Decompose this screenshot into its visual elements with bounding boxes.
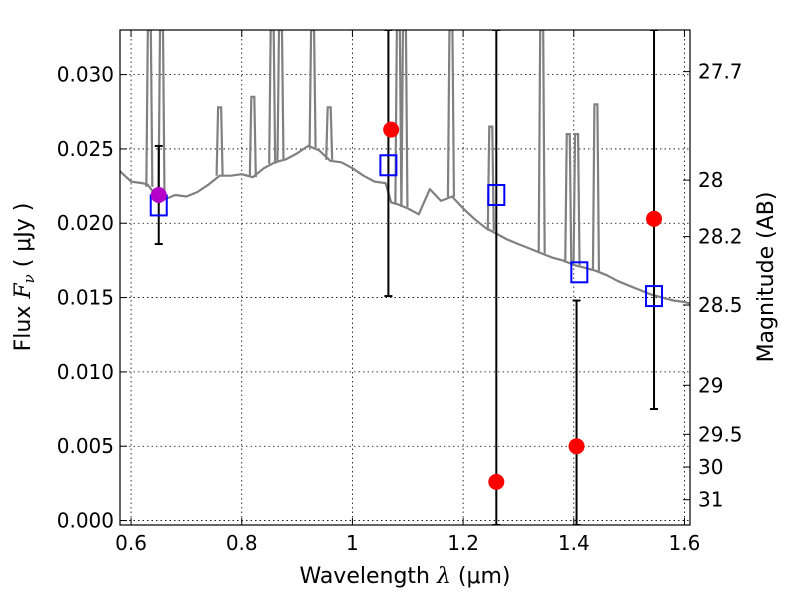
y-axis-label: Flux Fν ( μJy ) (11, 203, 38, 352)
axis-ticks: 0.6 0.8 1 1.2 1.4 1.6 0.000 0.005 0.010 0.015 0.02… (57, 30, 743, 555)
observed-flux-point (383, 121, 400, 138)
y-tick-label: 0.015 (57, 286, 114, 310)
y-tick-label: 0.025 (57, 137, 114, 161)
emission-line-spike (572, 132, 581, 266)
emission-line-spike (446, 30, 456, 197)
emission-line-spike (564, 132, 573, 263)
x-axis-label-unit: (μm) (451, 564, 511, 589)
emission-line-spike (215, 106, 224, 176)
model-spectrum (120, 30, 690, 305)
y-tick-label: 0.010 (57, 360, 114, 384)
emission-line-spike (276, 30, 285, 161)
y-tick-label: 0.000 (57, 509, 114, 533)
emission-line-spike (325, 106, 334, 160)
x-tick-label: 0.6 (115, 531, 147, 555)
mag-tick-label: 29 (698, 373, 723, 397)
mag-tick-label: 29.5 (698, 422, 743, 446)
x-tick-label: 1.4 (558, 531, 590, 555)
mag-tick-label: 28.2 (698, 225, 743, 249)
emission-line-spike (537, 30, 546, 254)
emission-line-spike (591, 103, 601, 271)
emission-line-spike (145, 30, 154, 187)
emission-line-spike (308, 30, 317, 148)
y-tick-label: 0.030 (57, 63, 114, 87)
mag-tick-label: 28.5 (698, 293, 743, 317)
x-axis-label-prefix: Wavelength (299, 564, 437, 589)
grid-lines (120, 30, 690, 525)
x-axis-label: Wavelength λ (μm) (299, 564, 510, 589)
emission-line-spike (248, 95, 257, 178)
model-flux-square (570, 261, 589, 284)
x-tick-label: 1.2 (447, 531, 479, 555)
observed-flux-point (568, 438, 585, 455)
y-axis-label-subscript: ν (20, 274, 38, 283)
y-axis-label-symbol: F (11, 283, 36, 300)
x-tick-label: 1.6 (669, 531, 701, 555)
emission-line-spike (394, 30, 403, 205)
emission-line-spike (486, 125, 495, 231)
mag-tick-label: 27.7 (698, 60, 743, 84)
mag-tick-label: 31 (698, 488, 723, 512)
model-flux-square (645, 285, 664, 308)
spectrum-line (120, 144, 690, 305)
y-axis-label-prefix: Flux (11, 299, 36, 352)
y-tick-label: 0.005 (57, 434, 114, 458)
emission-line-spike (400, 30, 409, 208)
mag-tick-label: 30 (698, 455, 723, 479)
emission-line-spike (268, 30, 277, 164)
observed-flux-point (488, 473, 505, 490)
model-flux-square (379, 154, 398, 177)
mag-tick-label: 28 (698, 168, 723, 192)
y-axis-label-unit: ( μJy ) (11, 203, 36, 275)
model-flux-square (487, 184, 506, 206)
y2-axis-label: Magnitude (AB) (754, 192, 779, 363)
y-tick-label: 0.020 (57, 211, 114, 235)
observed-flux-point-blend (150, 187, 167, 203)
data-markers (149, 121, 664, 490)
x-tick-label: 1 (346, 531, 359, 555)
observed-flux-point (646, 210, 663, 227)
x-axis-label-symbol: λ (436, 564, 451, 589)
plot-frame (119, 29, 691, 526)
error-bars (154, 30, 659, 525)
emission-line-spike (157, 30, 166, 198)
x-tick-label: 0.8 (226, 531, 258, 555)
